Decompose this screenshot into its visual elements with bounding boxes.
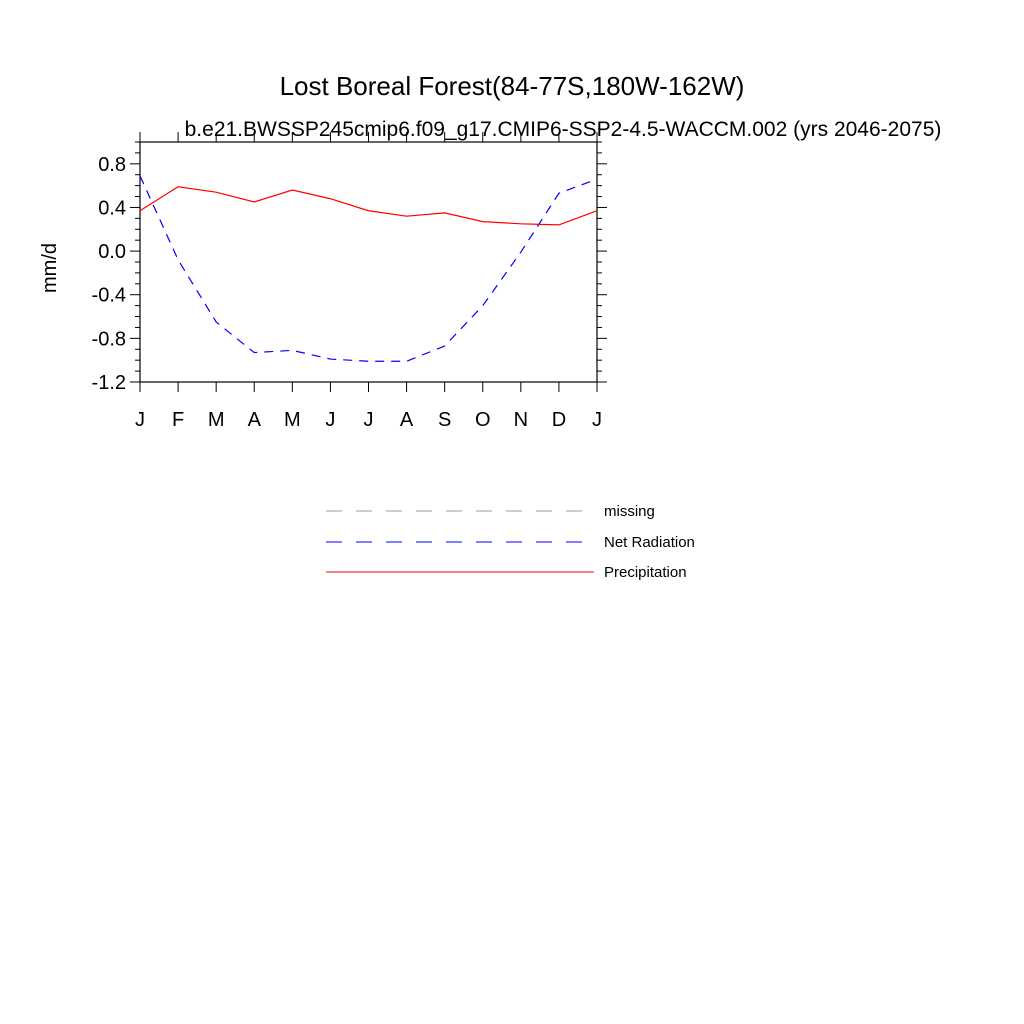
x-tick-label: N — [514, 409, 528, 431]
y-axis-label: mm/d — [39, 243, 61, 293]
data-point-net-radiation — [290, 348, 294, 352]
data-point-net-radiation — [214, 320, 218, 324]
data-point-precipitation — [290, 188, 294, 192]
legend-label-net-radiation: Net Radiation — [604, 534, 695, 551]
x-tick-label: F — [172, 409, 184, 431]
data-point-precipitation — [595, 209, 599, 213]
data-point-precipitation — [214, 190, 218, 194]
data-point-net-radiation — [519, 250, 523, 254]
series-line-net-radiation — [139, 175, 598, 362]
x-tick-label: D — [552, 409, 566, 431]
data-point-net-radiation — [481, 304, 485, 308]
data-point-precipitation — [328, 197, 332, 201]
data-point-precipitation — [405, 214, 409, 218]
x-tick-label: A — [248, 409, 262, 431]
data-point-net-radiation — [252, 351, 256, 355]
legend: missing Net Radiation Precipitation — [326, 503, 695, 581]
y-tick-label: -1.2 — [92, 372, 126, 394]
x-tick-label: J — [592, 409, 602, 431]
data-point-precipitation — [138, 209, 142, 213]
data-point-precipitation — [481, 220, 485, 224]
data-point-precipitation — [519, 222, 523, 226]
x-tick-label: M — [284, 409, 301, 431]
series-line-precipitation — [139, 186, 598, 226]
data-point-precipitation — [557, 223, 561, 227]
x-tick-label: J — [325, 409, 335, 431]
chart-subtitle: b.e21.BWSSP245cmip6.f09_g17.CMIP6-SSP2-4… — [185, 118, 942, 141]
x-tick-label: A — [400, 409, 414, 431]
data-point-net-radiation — [405, 359, 409, 363]
data-point-precipitation — [443, 211, 447, 215]
chart-title: Lost Boreal Forest(84-77S,180W-162W) — [280, 71, 745, 101]
x-tick-label: J — [135, 409, 145, 431]
plot-frame — [139, 141, 598, 383]
data-point-net-radiation — [367, 359, 371, 363]
x-tick-label: O — [475, 409, 491, 431]
data-point-net-radiation — [557, 191, 561, 195]
data-point-net-radiation — [328, 357, 332, 361]
data-point-net-radiation — [595, 177, 599, 181]
data-point-precipitation — [367, 209, 371, 213]
plot-area: 0.80.40.0-0.4-0.8-1.2J F M A M J J A S O N D J — [92, 132, 607, 431]
data-point-net-radiation — [443, 344, 447, 348]
data-point-precipitation — [252, 200, 256, 204]
legend-label-missing: missing — [604, 503, 655, 520]
data-point-precipitation — [176, 185, 180, 189]
y-tick-label: 0.0 — [98, 241, 126, 263]
data-point-net-radiation — [138, 174, 142, 178]
x-tick-label: J — [364, 409, 374, 431]
legend-label-precipitation: Precipitation — [604, 564, 687, 581]
y-tick-label: -0.4 — [92, 285, 126, 307]
x-tick-label: S — [438, 409, 451, 431]
y-tick-label: -0.8 — [92, 328, 126, 350]
y-tick-label: 0.8 — [98, 154, 126, 176]
data-point-net-radiation — [176, 258, 180, 262]
x-tick-label: M — [208, 409, 225, 431]
y-tick-label: 0.4 — [98, 197, 126, 219]
